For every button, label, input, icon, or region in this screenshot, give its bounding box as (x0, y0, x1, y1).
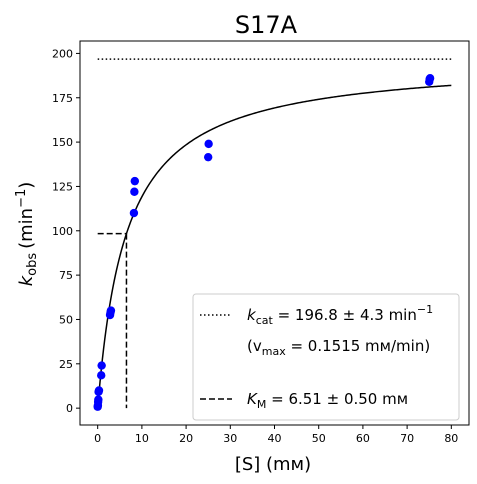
x-tick-label: 70 (400, 432, 414, 445)
x-axis-ticks: 0 10 20 30 40 50 60 70 80 (94, 425, 458, 445)
legend-kcat-label: kcat = 196.8 ± 4.3 min−1 (247, 303, 433, 327)
legend-kcat-subscript: cat (256, 314, 274, 327)
y-tick-label: 175 (52, 92, 73, 105)
data-point (129, 208, 139, 218)
y-axis-ticks: 0 25 50 75 100 125 150 175 200 (52, 47, 80, 415)
y-axis-label: kobs (min−1) (14, 182, 40, 287)
legend-km-subscript: M (257, 398, 267, 411)
legend-km-symbol: K (247, 390, 258, 408)
y-tick-label: 150 (52, 136, 73, 149)
y-tick-label: 200 (52, 47, 73, 60)
x-tick-label: 30 (223, 432, 237, 445)
y-tick-label: 125 (52, 180, 73, 193)
data-point (203, 152, 213, 162)
data-point (97, 371, 106, 380)
x-tick-label: 10 (135, 432, 149, 445)
y-tick-label: 75 (59, 269, 73, 282)
y-axis-label-unit: (min (16, 208, 37, 249)
x-tick-label: 20 (179, 432, 193, 445)
legend-box (192, 293, 460, 421)
plot-frame (79, 40, 470, 426)
data-point (425, 74, 435, 83)
y-axis-label-symbol: k (16, 274, 37, 286)
legend-vmax-subscript: max (262, 345, 286, 358)
legend-kcat-value: = 196.8 ± 4.3 min (273, 306, 417, 324)
x-tick-label: 50 (312, 432, 326, 445)
michaelis-menten-fit-curve (96, 84, 452, 409)
legend: kcat = 196.8 ± 4.3 min−1 (vmax = 0.1515 … (192, 293, 460, 421)
legend-vmax-value: = 0.1515 mм/min) (286, 337, 430, 355)
data-point (97, 361, 106, 370)
legend-vmax-open: (v (247, 337, 262, 355)
y-axis-label-superscript: −1 (14, 189, 29, 208)
data-point (130, 187, 139, 196)
legend-km-label: KM = 6.51 ± 0.50 mм (247, 390, 408, 411)
x-tick-label: 80 (444, 432, 458, 445)
legend-km-value: = 6.51 ± 0.50 mм (266, 390, 408, 408)
x-tick-label: 60 (356, 432, 370, 445)
y-tick-label: 50 (59, 313, 73, 326)
x-tick-label: 0 (94, 432, 101, 445)
y-tick-label: 0 (66, 402, 73, 415)
y-tick-label: 25 (59, 358, 73, 371)
y-tick-label: 100 (52, 225, 73, 238)
data-point (204, 139, 213, 149)
data-point (94, 395, 103, 404)
data-point (130, 176, 140, 186)
legend-vmax-label: (vmax = 0.1515 mм/min) (247, 337, 430, 358)
legend-kcat-symbol: k (247, 306, 257, 324)
data-point (106, 306, 116, 315)
data-point (94, 386, 104, 395)
x-axis-label: [S] (mм) (235, 454, 311, 475)
reference-lines (97, 58, 452, 409)
data-points (93, 74, 435, 411)
plot-area: 0 10 20 30 40 50 60 70 80 0 25 50 75 100 125 150 175 200 (52, 40, 470, 445)
y-axis-label-close: ) (16, 182, 37, 189)
legend-kcat-superscript: −1 (417, 303, 433, 316)
chart-title: S17A (235, 11, 298, 39)
x-tick-label: 40 (268, 432, 282, 445)
y-axis-label-subscript: obs (25, 253, 40, 276)
